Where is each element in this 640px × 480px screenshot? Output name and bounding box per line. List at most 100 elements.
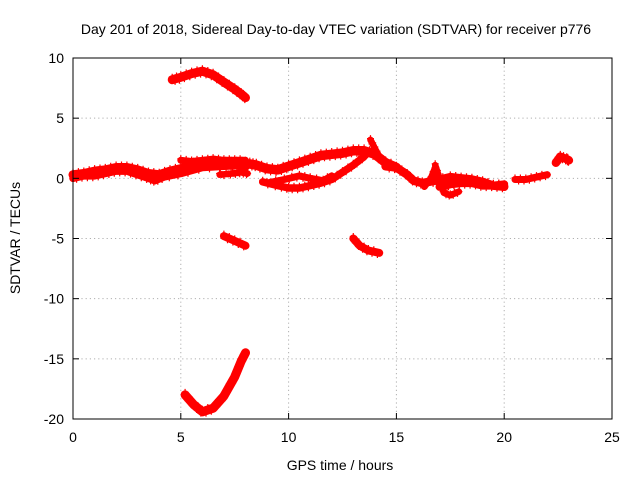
plus-marker	[375, 153, 383, 161]
plus-marker	[363, 248, 371, 256]
plus-marker	[224, 388, 231, 396]
plus-marker	[293, 174, 301, 182]
plus-marker	[353, 236, 360, 244]
series-cluster-l	[511, 170, 551, 185]
plus-marker	[565, 156, 573, 164]
plus-marker	[240, 93, 248, 100]
plus-marker	[423, 181, 431, 189]
data-series	[68, 65, 574, 417]
plus-marker	[455, 188, 463, 196]
plus-marker	[406, 172, 414, 179]
series-small-segment-1	[219, 230, 250, 251]
plus-marker	[242, 349, 249, 357]
plus-marker	[391, 166, 399, 174]
y-tick-label: -15	[44, 351, 64, 367]
plus-marker	[438, 180, 446, 188]
plus-marker	[436, 173, 443, 181]
plus-marker	[431, 164, 439, 171]
series-band-k	[420, 164, 439, 191]
plus-marker	[191, 71, 199, 79]
plus-marker	[105, 171, 113, 178]
x-tick-label: 15	[389, 429, 405, 445]
series-cluster-m	[551, 150, 574, 167]
plus-marker	[242, 242, 249, 250]
plus-marker	[209, 68, 217, 76]
plus-marker	[227, 164, 235, 172]
plus-marker	[436, 177, 444, 185]
x-tick-label: 0	[69, 429, 77, 445]
plus-marker	[342, 168, 350, 176]
plus-marker	[185, 393, 193, 401]
plus-marker	[202, 163, 210, 171]
y-tick-label: -10	[44, 291, 64, 307]
plus-marker	[353, 160, 361, 168]
plus-marker	[225, 79, 233, 87]
plus-marker	[202, 409, 210, 417]
plus-marker	[218, 397, 226, 405]
plus-marker	[342, 151, 350, 159]
plus-marker	[299, 185, 307, 193]
plus-marker	[304, 184, 312, 192]
plus-marker	[261, 167, 269, 175]
plus-marker	[73, 175, 81, 183]
plus-marker	[239, 89, 247, 97]
plus-marker	[277, 178, 285, 186]
y-axis-label: SDTVAR / TECUs	[7, 182, 23, 294]
plus-marker	[244, 170, 252, 177]
plus-marker	[202, 71, 210, 79]
plus-marker	[256, 165, 264, 173]
plus-marker	[466, 181, 474, 189]
plus-marker	[272, 169, 280, 176]
axis-ticks	[72, 57, 613, 420]
plus-marker	[349, 233, 357, 240]
plus-marker	[242, 94, 249, 102]
plus-marker	[431, 167, 438, 175]
series-small-segment-2	[349, 233, 384, 258]
plus-marker	[428, 172, 436, 180]
plus-marker	[194, 402, 202, 410]
plus-marker	[438, 184, 446, 192]
plus-marker	[236, 362, 244, 370]
plus-marker	[348, 164, 355, 172]
plus-marker	[283, 166, 291, 174]
y-tick-label: -5	[52, 231, 65, 247]
plus-marker	[366, 146, 373, 154]
plus-marker	[269, 179, 277, 187]
plus-marker	[177, 168, 185, 176]
y-tick-label: 0	[56, 170, 64, 186]
y-tick-label: 10	[48, 50, 64, 66]
plus-marker	[294, 162, 302, 170]
plus-marker	[204, 67, 212, 74]
plus-marker	[239, 357, 247, 365]
plus-marker	[213, 403, 221, 411]
plus-marker	[190, 398, 198, 406]
plus-marker	[241, 353, 249, 361]
y-tick-labels: -20 -15 -10 -5 0 5 10	[44, 50, 64, 427]
plus-marker	[310, 157, 318, 165]
plus-marker	[229, 379, 237, 387]
plus-marker	[445, 183, 452, 191]
grid-lines	[73, 58, 612, 419]
plus-marker	[174, 172, 182, 180]
plus-marker	[188, 165, 196, 173]
plus-marker	[233, 370, 241, 378]
plus-marker	[304, 158, 312, 166]
plus-marker	[375, 249, 383, 257]
plus-marker	[191, 166, 199, 173]
plus-marker	[184, 169, 192, 177]
series-band-g	[263, 170, 336, 187]
plus-marker	[285, 176, 293, 184]
series-stub-k2	[367, 135, 383, 161]
series-band-c	[177, 154, 249, 167]
plus-marker	[180, 169, 188, 176]
plus-marker	[243, 171, 251, 179]
x-tick-label: 20	[496, 429, 512, 445]
plus-marker	[426, 177, 434, 185]
series-upper-arc	[167, 65, 250, 104]
plus-marker	[337, 152, 345, 160]
plus-marker	[403, 169, 411, 176]
plus-marker	[207, 407, 215, 415]
plus-marker	[277, 168, 285, 175]
y-tick-label: -20	[44, 411, 64, 427]
